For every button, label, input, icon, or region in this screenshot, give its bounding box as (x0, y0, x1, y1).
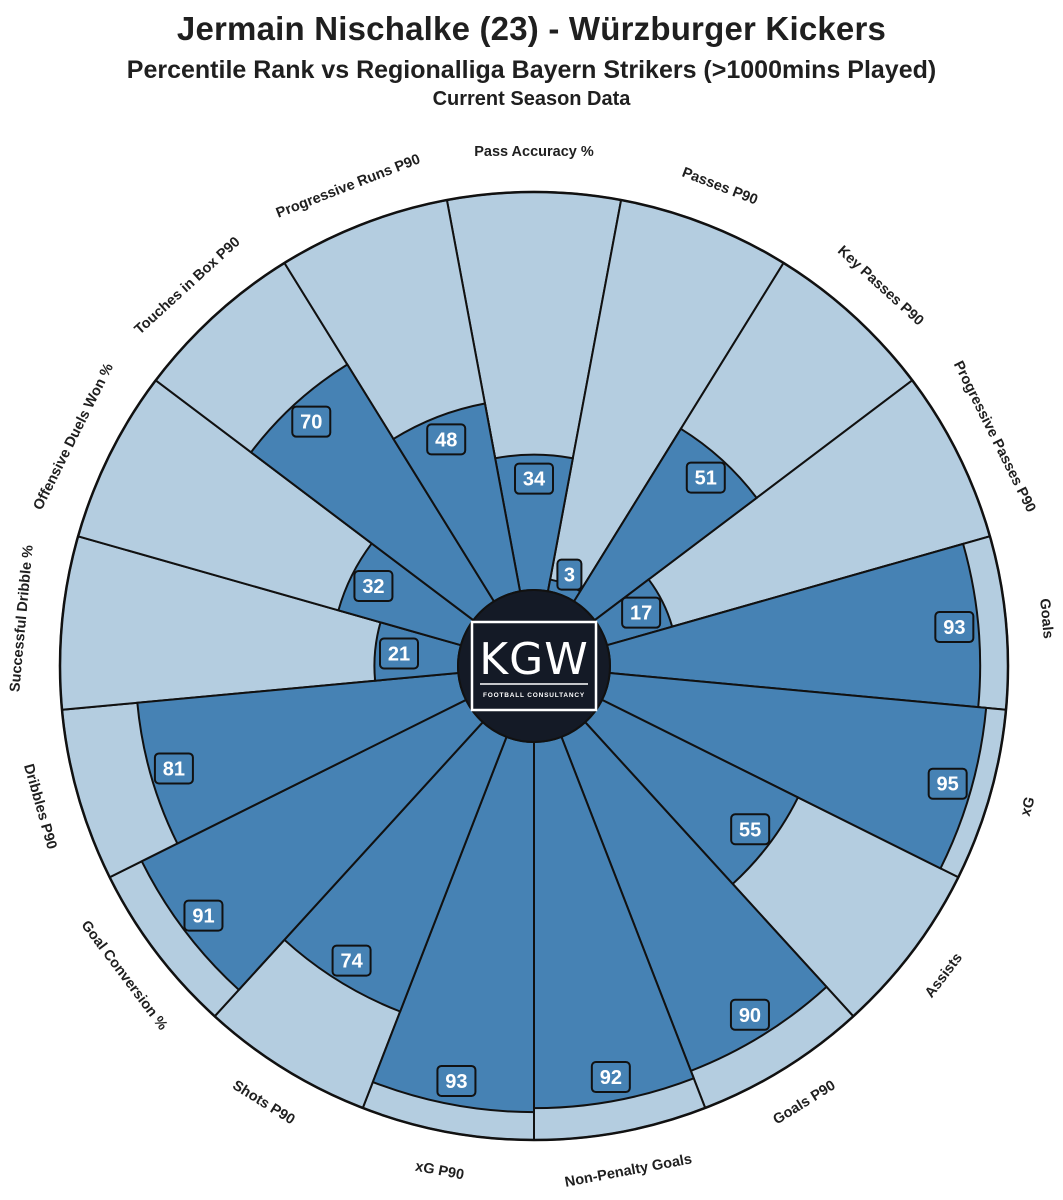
value-text-xg: 95 (937, 774, 959, 796)
outer-rim (58, 190, 1010, 1142)
value-box-successful-dribble-pct (378, 637, 419, 670)
rim-circle (58, 190, 1010, 1142)
value-label-progressive-runs-p90: 48 (426, 423, 467, 456)
value-box-pass-accuracy-pct (514, 462, 554, 495)
value-text-non-penalty-goals: 92 (600, 1067, 622, 1089)
value-label-assists: 55 (730, 813, 771, 846)
value-text-goal-conversion-pct: 91 (192, 906, 214, 928)
value-box-passes-p90 (556, 558, 583, 591)
value-text-progressive-passes-p90: 17 (630, 603, 652, 625)
metric-label-shots-p90: Shots P90 (229, 1078, 297, 1129)
metric-label-xg: xG (1018, 795, 1039, 818)
value-box-offensive-duels-won-pct (353, 570, 394, 603)
metric-label-dribbles-p90: Dribbles P90 (20, 762, 59, 851)
value-text-goals: 93 (943, 617, 965, 639)
value-text-progressive-runs-p90: 48 (435, 429, 457, 451)
metric-label-assists: Assists (922, 950, 966, 1001)
value-text-xg-p90: 93 (445, 1071, 467, 1093)
value-box-xg (927, 767, 968, 800)
value-label-dribbles-p90: 81 (153, 752, 194, 785)
value-box-assists (730, 813, 771, 846)
value-label-shots-p90: 74 (331, 944, 372, 977)
value-box-goals-p90 (729, 998, 770, 1031)
value-box-dribbles-p90 (153, 752, 194, 785)
logo-circle (457, 589, 611, 743)
value-text-assists: 55 (739, 819, 761, 841)
value-label-goal-conversion-pct: 91 (183, 899, 224, 932)
value-box-goals (934, 611, 975, 644)
logo-box (470, 620, 598, 712)
metric-label-successful-dribble-pct: Successful Dribble % (7, 544, 37, 692)
logo-text: KGW (479, 634, 588, 685)
metric-label-goals-p90: Goals P90 (770, 1078, 838, 1129)
value-label-successful-dribble-pct: 21 (378, 637, 419, 670)
metric-label-pass-accuracy-pct: Pass Accuracy % (474, 144, 594, 160)
value-label-non-penalty-goals: 92 (590, 1061, 631, 1094)
value-text-touches-in-box-p90: 70 (300, 412, 322, 434)
value-box-shots-p90 (331, 944, 372, 977)
value-label-goals: 93 (934, 611, 975, 644)
value-label-xg: 95 (927, 767, 968, 800)
value-label-offensive-duels-won-pct: 32 (353, 570, 394, 603)
value-label-goals-p90: 90 (729, 998, 770, 1031)
value-labels: 34 3 51 17 93 95 55 90 92 93 74 91 81 21 32 70 48 (153, 405, 975, 1097)
value-box-touches-in-box-p90 (291, 405, 332, 438)
kgw-logo: KGW FOOTBALL CONSULTANCY (457, 589, 611, 743)
value-label-xg-p90: 93 (436, 1064, 477, 1097)
value-text-key-passes-p90: 51 (695, 468, 717, 490)
value-box-goal-conversion-pct (183, 899, 224, 932)
value-box-xg-p90 (436, 1064, 477, 1097)
value-label-pass-accuracy-pct: 34 (514, 462, 554, 495)
chart-title: Jermain Nischalke (23) - Würzburger Kick… (176, 10, 887, 47)
metric-label-passes-p90: Passes P90 (680, 165, 760, 209)
value-box-progressive-passes-p90 (621, 596, 662, 629)
value-text-goals-p90: 90 (739, 1005, 761, 1027)
chart-caption: Current Season Data (432, 88, 631, 110)
chart-subtitle: Percentile Rank vs Regionalliga Bayern S… (126, 56, 937, 84)
value-label-progressive-passes-p90: 17 (621, 596, 662, 629)
value-label-key-passes-p90: 51 (685, 461, 726, 494)
value-label-touches-in-box-p90: 70 (291, 405, 332, 438)
value-box-non-penalty-goals (590, 1061, 631, 1094)
value-box-key-passes-p90 (685, 461, 726, 494)
metric-label-xg-p90: xG P90 (414, 1159, 465, 1184)
metric-label-non-penalty-goals: Non-Penalty Goals (564, 1151, 694, 1190)
logo-subtext: FOOTBALL CONSULTANCY (483, 692, 585, 699)
value-text-offensive-duels-won-pct: 32 (362, 576, 384, 598)
metric-label-goals: Goals (1036, 598, 1056, 640)
value-text-passes-p90: 3 (564, 565, 575, 587)
value-text-pass-accuracy-pct: 34 (523, 469, 546, 491)
value-text-dribbles-p90: 81 (163, 758, 185, 780)
value-label-passes-p90: 3 (556, 558, 583, 591)
value-text-shots-p90: 74 (340, 951, 363, 973)
value-text-successful-dribble-pct: 21 (388, 643, 410, 665)
value-box-progressive-runs-p90 (426, 423, 467, 456)
